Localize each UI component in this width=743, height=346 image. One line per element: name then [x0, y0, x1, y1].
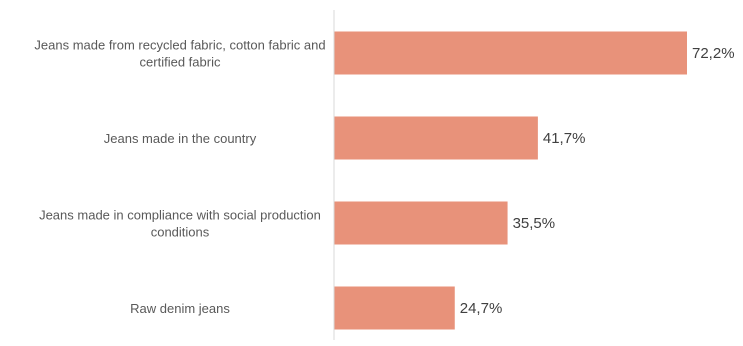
category-label-line: Jeans made in compliance with social pro… [39, 208, 321, 223]
bar-4 [334, 286, 455, 330]
category-label-line: conditions [151, 225, 210, 240]
value-labels-group: 72,2% 41,7% 35,5% 24,7% [460, 45, 735, 317]
category-label-2: Jeans made in the country [104, 131, 257, 146]
category-label-line: Jeans made in the country [104, 131, 257, 146]
category-label-line: certified fabric [140, 55, 221, 70]
value-label-4: 24,7% [460, 300, 503, 317]
category-label-1: Jeans made from recycled fabric, cotton … [34, 38, 325, 70]
bars-group [334, 31, 687, 330]
bar-1 [334, 31, 687, 75]
category-label-line: Jeans made from recycled fabric, cotton … [34, 38, 325, 53]
value-label-3: 35,5% [513, 215, 556, 232]
category-label-3: Jeans made in compliance with social pro… [39, 208, 321, 240]
bar-2 [334, 116, 538, 160]
category-label-line: Raw denim jeans [130, 301, 230, 316]
category-labels-group: Jeans made from recycled fabric, cotton … [34, 38, 325, 317]
bar-3 [334, 201, 508, 245]
value-label-1: 72,2% [692, 45, 735, 62]
category-label-4: Raw denim jeans [130, 301, 230, 316]
value-label-2: 41,7% [543, 130, 586, 147]
